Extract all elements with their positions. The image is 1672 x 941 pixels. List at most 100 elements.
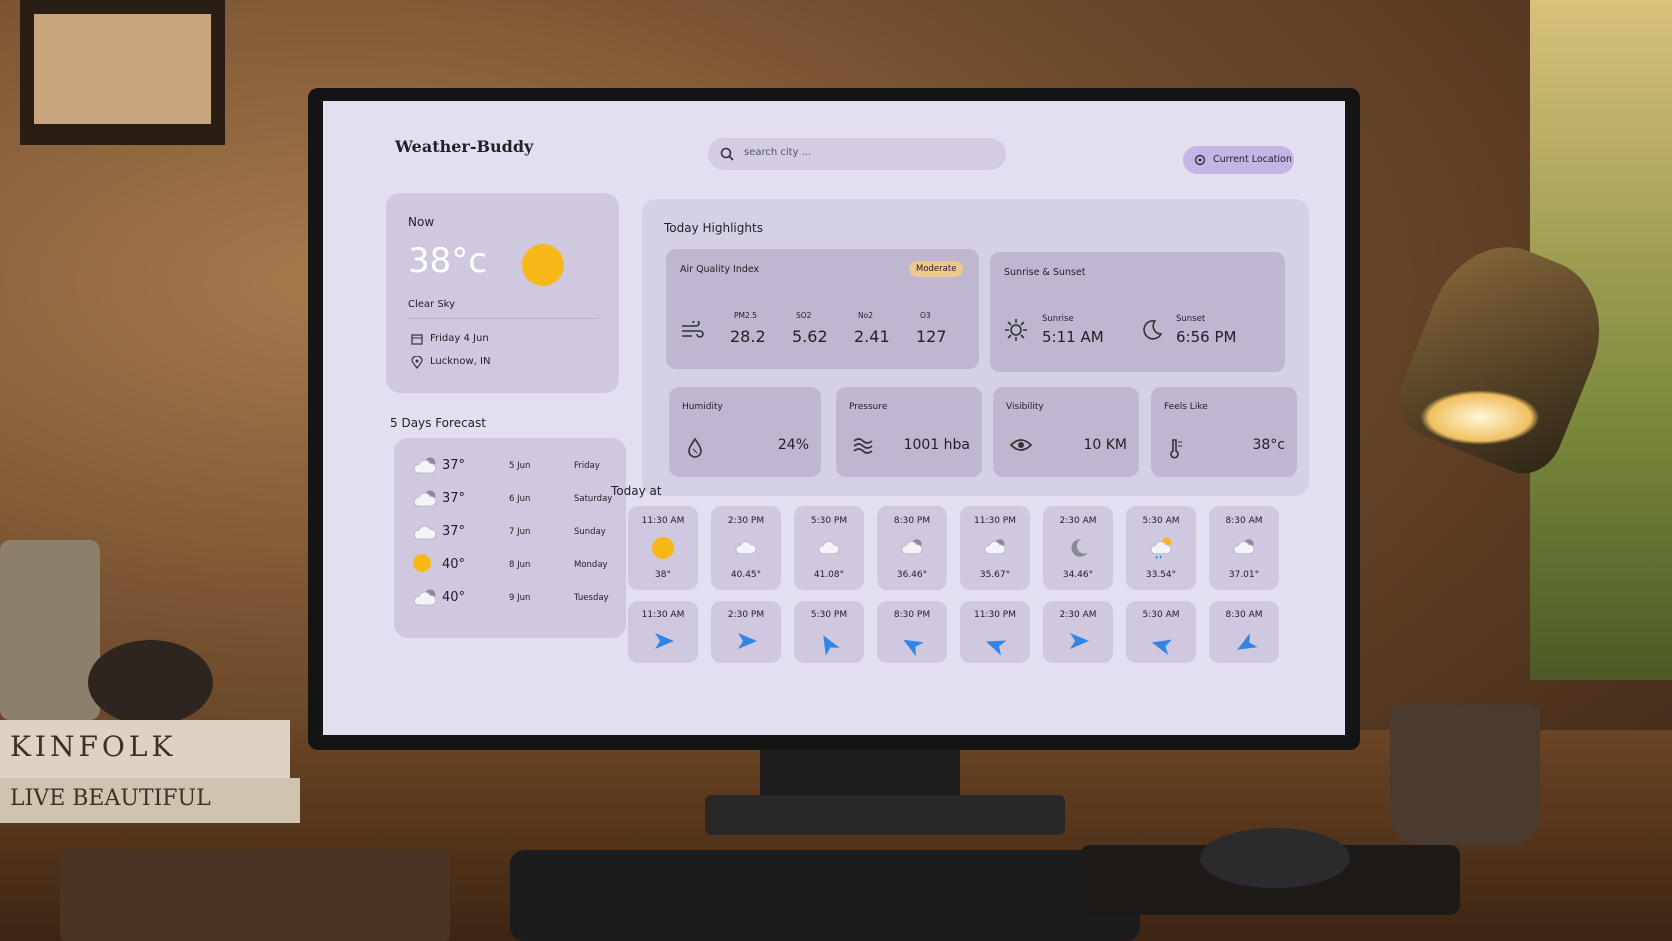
wind-time: 8:30 PM xyxy=(893,610,931,620)
forecast-day: Sunday xyxy=(574,527,606,537)
wind-time: 2:30 AM xyxy=(1059,610,1097,620)
wind-time: 5:30 AM xyxy=(1142,610,1180,620)
hourly-card: 2:30 PM 40.45° xyxy=(711,506,781,590)
highlight-icon xyxy=(685,437,705,463)
app-title: Weather-Buddy xyxy=(395,137,534,156)
highlight-card: Feels Like 38°c xyxy=(1151,387,1297,477)
wind-card: 11:30 AM xyxy=(628,601,698,663)
book: KINFOLK xyxy=(0,720,290,778)
hourly-card: 8:30 AM 37.01° xyxy=(1209,506,1279,590)
aqi-value: 127 xyxy=(916,327,947,346)
forecast-temp: 37° xyxy=(442,458,466,473)
forecast-card: 37° 5 Jun Friday 37° 6 Jun Saturday 37° 7 Jun Su… xyxy=(394,438,626,638)
hourly-icon xyxy=(734,536,758,564)
hourly-card: 5:30 AM 33.54° xyxy=(1126,506,1196,590)
forecast-icon xyxy=(412,586,438,616)
forecast-icon xyxy=(412,487,438,517)
wind-time: 5:30 PM xyxy=(810,610,848,620)
air-quality-title: Air Quality Index xyxy=(680,264,760,275)
air-quality-card: Air Quality Index Moderate PM2.5 28.2 SO2 5… xyxy=(666,249,979,369)
hourly-icon xyxy=(900,536,924,564)
aqi-label: No2 xyxy=(858,311,873,320)
sun-title: Sunrise & Sunset xyxy=(1004,267,1086,278)
forecast-date: 7 Jun xyxy=(509,527,531,537)
picture-frame xyxy=(20,0,225,145)
location-button[interactable]: Current Location xyxy=(1183,146,1294,174)
hourly-time: 8:30 AM xyxy=(1225,516,1263,526)
mug xyxy=(1390,705,1540,845)
hourly-time: 8:30 PM xyxy=(893,516,931,526)
plant-pot xyxy=(0,540,100,720)
book-title: LIVE BEAUTIFUL xyxy=(10,786,211,811)
wind-time: 11:30 PM xyxy=(974,610,1016,620)
hourly-icon xyxy=(651,536,675,564)
wind-card: 8:30 AM xyxy=(1209,601,1279,663)
aqi-label: PM2.5 xyxy=(734,311,757,320)
wind-card: 2:30 PM xyxy=(711,601,781,663)
hourly-time: 11:30 PM xyxy=(974,516,1016,526)
forecast-icon xyxy=(412,520,438,550)
search-bar[interactable]: search city ... xyxy=(708,138,1006,170)
hourly-temp: 34.46° xyxy=(1062,570,1094,580)
hourly-card: 11:30 AM 38° xyxy=(628,506,698,590)
highlight-card: Pressure 1001 hba xyxy=(836,387,982,477)
hourly-card: 8:30 PM 36.46° xyxy=(877,506,947,590)
hourly-temp: 40.45° xyxy=(730,570,762,580)
forecast-day: Monday xyxy=(574,560,608,570)
monitor-base xyxy=(705,795,1065,835)
wind-card: 5:30 AM xyxy=(1126,601,1196,663)
wind-time: 2:30 PM xyxy=(727,610,765,620)
hourly-icon xyxy=(1149,536,1173,564)
highlight-label: Pressure xyxy=(849,402,888,412)
vase xyxy=(88,640,213,725)
hourly-temp: 38° xyxy=(655,570,671,580)
wind-arrow xyxy=(653,631,675,655)
hourly-card: 11:30 PM 35.67° xyxy=(960,506,1030,590)
wind-time: 8:30 AM xyxy=(1225,610,1263,620)
search-placeholder: search city ... xyxy=(744,147,812,158)
hourly-temp: 35.67° xyxy=(979,570,1011,580)
hourly-card: 5:30 PM 41.08° xyxy=(794,506,864,590)
keyboard xyxy=(510,850,1140,941)
highlight-icon xyxy=(1167,437,1185,463)
forecast-temp: 40° xyxy=(442,590,466,605)
now-date: Friday 4 Jun xyxy=(430,333,489,344)
aqi-value: 5.62 xyxy=(792,327,828,346)
forecast-day: Friday xyxy=(574,461,600,471)
wind-arrow xyxy=(1068,631,1090,655)
location-button-label: Current Location xyxy=(1213,154,1292,165)
now-label: Now xyxy=(408,215,435,229)
forecast-temp: 37° xyxy=(442,524,466,539)
forecast-date: 9 Jun xyxy=(509,593,531,603)
sun-icon xyxy=(522,244,564,286)
aqi-value: 2.41 xyxy=(854,327,890,346)
wind-arrow xyxy=(1148,629,1175,658)
book-title: KINFOLK xyxy=(10,730,177,763)
hourly-time: 11:30 AM xyxy=(641,516,685,526)
highlight-value: 24% xyxy=(777,437,809,453)
wind-arrow xyxy=(982,628,1011,658)
hourly-icon xyxy=(1232,536,1256,564)
sunset-label: Sunset xyxy=(1176,314,1206,324)
forecast-temp: 37° xyxy=(442,491,466,506)
highlight-value: 38°c xyxy=(1252,437,1285,453)
wind-card: 2:30 AM xyxy=(1043,601,1113,663)
hourly-time: 2:30 AM xyxy=(1059,516,1097,526)
lamp-light xyxy=(1420,390,1540,445)
divider xyxy=(408,318,598,319)
highlight-icon xyxy=(1009,437,1033,457)
calendar-icon xyxy=(411,334,423,345)
highlight-label: Humidity xyxy=(682,402,723,412)
forecast-day: Tuesday xyxy=(574,593,609,603)
wind-arrow xyxy=(897,627,928,659)
wind-icon xyxy=(682,321,704,338)
highlight-icon xyxy=(852,437,874,459)
hourly-time: 2:30 PM xyxy=(727,516,765,526)
wind-card: 5:30 PM xyxy=(794,601,864,663)
forecast-date: 5 Jun xyxy=(509,461,531,471)
forecast-icon xyxy=(412,454,438,484)
now-temperature: 38°c xyxy=(408,241,487,281)
aqi-value: 28.2 xyxy=(730,327,766,346)
now-card: Now 38°c Clear Sky Friday 4 Jun Lucknow,… xyxy=(386,193,619,393)
